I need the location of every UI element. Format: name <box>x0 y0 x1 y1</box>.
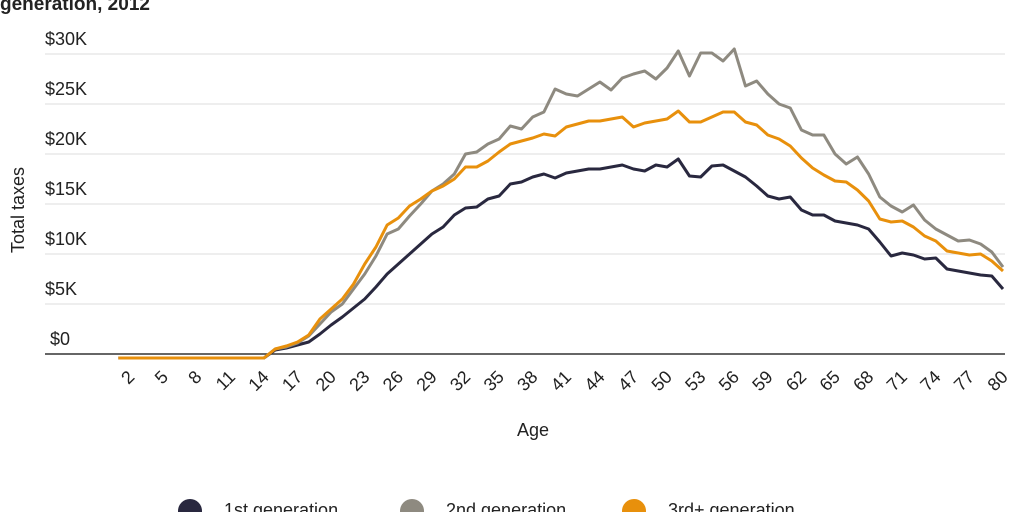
x-tick-label: 14 <box>244 367 272 395</box>
y-tick-label: $5K <box>45 279 77 299</box>
x-tick-label: 23 <box>345 367 373 395</box>
y-tick-label: $10K <box>45 229 87 249</box>
x-tick-label: 32 <box>446 367 474 395</box>
x-tick-label: 59 <box>748 367 776 395</box>
x-tick-label: 2 <box>117 367 138 388</box>
x-tick-label: 5 <box>151 367 172 388</box>
x-tick-label: 62 <box>782 367 810 395</box>
chart-title: generation, 2012 <box>0 0 150 15</box>
y-axis-label: Total taxes <box>8 167 28 253</box>
x-tick-label: 29 <box>412 367 440 395</box>
x-tick-label: 8 <box>184 367 205 388</box>
x-tick-label: 53 <box>681 367 709 395</box>
legend-label: 2nd generation <box>446 500 566 512</box>
legend-swatch <box>622 499 646 512</box>
x-tick-label: 26 <box>379 367 407 395</box>
x-tick-label: 56 <box>715 367 743 395</box>
x-axis-label: Age <box>517 420 549 440</box>
series-line <box>118 109 1004 360</box>
x-tick-label: 71 <box>883 367 911 395</box>
x-tick-label: 44 <box>580 367 608 395</box>
x-tick-label: 77 <box>950 367 978 395</box>
x-tick-label: 47 <box>614 367 642 395</box>
legend-label: 1st generation <box>224 500 338 512</box>
x-tick-label: 41 <box>547 367 575 395</box>
y-tick-label: $0 <box>50 329 70 349</box>
y-tick-label: $20K <box>45 129 87 149</box>
y-tick-label: $30K <box>45 29 87 49</box>
x-tick-label: 17 <box>278 367 306 395</box>
x-tick-label: 35 <box>480 367 508 395</box>
y-tick-label: $25K <box>45 79 87 99</box>
x-tick-label: 65 <box>816 367 844 395</box>
x-tick-label: 50 <box>648 367 676 395</box>
x-tick-label: 80 <box>984 367 1012 395</box>
x-tick-label: 20 <box>312 367 340 395</box>
x-tick-label: 68 <box>849 367 877 395</box>
legend-swatch <box>178 499 202 512</box>
legend-label: 3rd+ generation <box>668 500 795 512</box>
y-tick-label: $15K <box>45 179 87 199</box>
series-line <box>118 157 1005 360</box>
legend-swatch <box>400 499 424 512</box>
x-tick-label: 74 <box>916 367 944 395</box>
x-tick-label: 38 <box>513 367 541 395</box>
x-tick-label: 11 <box>212 367 239 394</box>
